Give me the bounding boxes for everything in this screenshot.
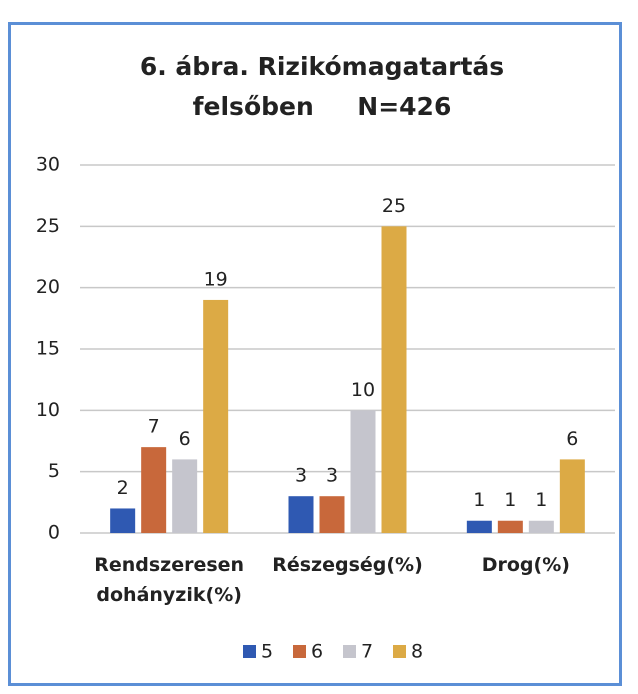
chart-title: 6. ábra. Rizikómagatartás bbox=[140, 52, 504, 81]
bar bbox=[172, 459, 198, 533]
bar bbox=[203, 299, 229, 533]
data-label: 7 bbox=[148, 416, 160, 438]
legend-swatch bbox=[393, 645, 406, 658]
data-label: 10 bbox=[351, 379, 375, 401]
legend-label: 7 bbox=[361, 641, 373, 663]
data-label: 19 bbox=[204, 268, 228, 290]
y-tick-label: 5 bbox=[48, 460, 60, 482]
bar bbox=[528, 520, 554, 533]
bar bbox=[381, 226, 407, 534]
data-label: 2 bbox=[117, 477, 129, 499]
bar bbox=[141, 447, 167, 533]
legend-label: 5 bbox=[261, 641, 273, 663]
y-tick-label: 0 bbox=[48, 522, 60, 544]
data-label: 3 bbox=[326, 465, 338, 487]
x-tick-label: Drog(%) bbox=[481, 554, 570, 576]
data-label: 1 bbox=[473, 489, 485, 511]
bar bbox=[288, 496, 314, 533]
data-label: 6 bbox=[566, 428, 578, 450]
y-tick-label: 20 bbox=[36, 276, 60, 298]
legend-label: 6 bbox=[311, 641, 323, 663]
legend-label: 8 bbox=[411, 641, 423, 663]
data-label: 1 bbox=[504, 489, 516, 511]
bar bbox=[350, 410, 376, 533]
bar bbox=[559, 459, 585, 533]
y-tick-label: 30 bbox=[36, 154, 60, 176]
data-label: 25 bbox=[382, 195, 406, 217]
x-tick-label: Rendszeresen dohányzik(%) bbox=[94, 554, 245, 606]
bar bbox=[319, 496, 345, 533]
chart-title: felsőben N=426 bbox=[193, 92, 452, 121]
bar bbox=[497, 520, 523, 533]
y-tick-label: 10 bbox=[36, 399, 60, 421]
x-tick-label: Részegség(%) bbox=[272, 554, 423, 576]
y-tick-label: 25 bbox=[36, 215, 60, 237]
bar bbox=[110, 508, 136, 533]
legend-swatch bbox=[243, 645, 256, 658]
legend-swatch bbox=[343, 645, 356, 658]
y-tick-label: 15 bbox=[36, 338, 60, 360]
data-label: 3 bbox=[295, 465, 307, 487]
data-label: 1 bbox=[535, 489, 547, 511]
data-label: 6 bbox=[179, 428, 191, 450]
bar bbox=[466, 520, 492, 533]
chart-frame bbox=[8, 22, 622, 686]
legend-swatch bbox=[293, 645, 306, 658]
